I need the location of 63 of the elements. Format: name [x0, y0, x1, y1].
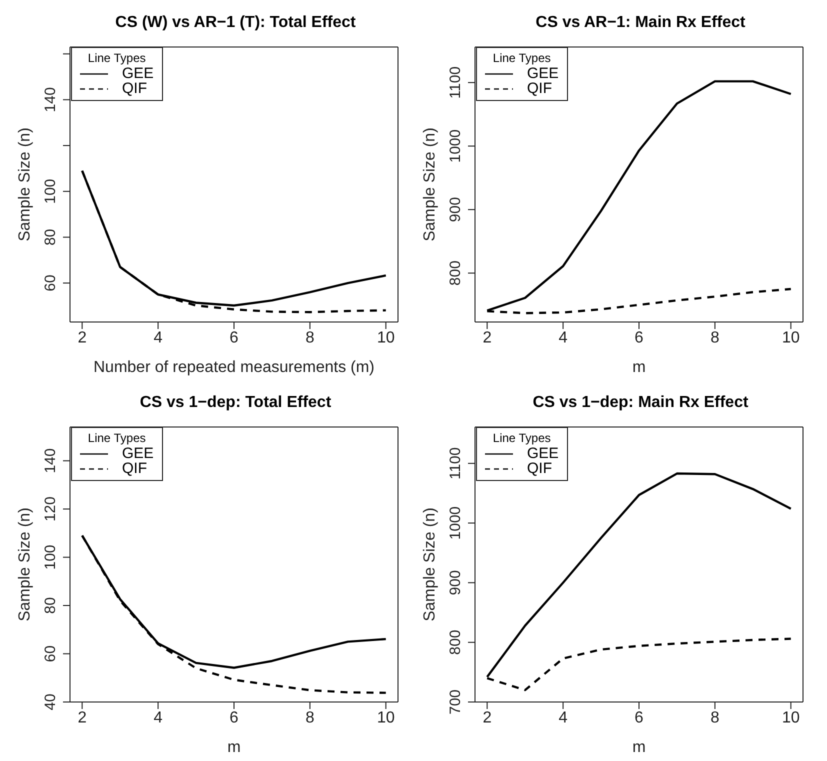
chart-title: CS vs AR−1: Main Rx Effect [534, 13, 746, 33]
y-tick-label: 100 [42, 178, 59, 204]
legend-label: GEE [527, 445, 559, 462]
y-tick-label: 60 [42, 274, 59, 292]
chart-title: CS vs 1−dep: Main Rx Effect [532, 393, 750, 413]
x-tick-label: 6 [634, 709, 644, 726]
y-tick-label: 1100 [447, 447, 464, 480]
x-tick-label: 10 [376, 709, 395, 726]
y-tick-label: 1100 [447, 66, 464, 99]
x-tick-label: 6 [230, 329, 239, 346]
y-tick-label: 60 [42, 645, 59, 662]
x-tick-label: 10 [782, 329, 800, 346]
legend-title: Line Types [492, 51, 552, 65]
x-axis-title: m [632, 739, 646, 756]
x-tick-label: 2 [482, 329, 492, 346]
legend-label: GEE [122, 65, 154, 82]
y-axis-title: Sample Size (n) [422, 508, 439, 622]
y-tick-label: 1000 [447, 506, 464, 540]
y-axis-title: Sample Size (n) [16, 508, 34, 622]
x-tick-label: 10 [782, 709, 800, 726]
y-tick-label: 120 [42, 496, 59, 522]
y-tick-label: 800 [447, 260, 464, 286]
chart-title: CS (W) vs AR−1 (T): Total Effect [114, 13, 357, 33]
x-axis-title: m [632, 359, 646, 376]
x-tick-label: 8 [305, 709, 314, 726]
x-tick-label: 4 [154, 709, 163, 726]
legend-label: GEE [122, 445, 154, 462]
y-tick-label: 1000 [447, 129, 464, 163]
y-tick-label: 900 [447, 197, 464, 222]
x-tick-label: 10 [376, 329, 395, 346]
legend-label: QIF [122, 460, 147, 477]
y-tick-label: 800 [447, 630, 464, 655]
x-tick-label: 2 [482, 709, 492, 726]
y-axis-title: Sample Size (n) [16, 128, 34, 242]
y-tick-label: 40 [42, 694, 59, 710]
x-tick-label: 2 [78, 329, 87, 346]
x-tick-label: 4 [558, 329, 568, 346]
y-tick-label: 700 [447, 689, 464, 715]
legend-label: GEE [527, 65, 559, 82]
legend-title: Line Types [86, 431, 147, 445]
x-axis-title: Number of repeated measurements (m) [94, 359, 374, 376]
x-tick-label: 4 [154, 329, 163, 346]
x-tick-label: 8 [710, 709, 720, 726]
legend-label: QIF [527, 460, 552, 477]
y-tick-label: 140 [42, 87, 59, 112]
x-tick-label: 6 [230, 709, 239, 726]
x-axis-title: m [227, 739, 241, 756]
legend-label: QIF [122, 80, 147, 97]
y-tick-label: 80 [42, 228, 59, 246]
x-tick-label: 8 [710, 329, 720, 346]
chart-title: CS vs 1−dep: Total Effect [138, 393, 332, 413]
x-tick-label: 4 [558, 709, 568, 726]
y-axis-title: Sample Size (n) [422, 128, 439, 242]
y-tick-label: 80 [42, 597, 59, 614]
x-tick-label: 6 [634, 329, 644, 346]
legend-label: QIF [527, 80, 552, 97]
y-tick-label: 140 [42, 448, 59, 474]
y-tick-label: 900 [447, 570, 464, 596]
x-tick-label: 8 [305, 329, 314, 346]
y-tick-label: 100 [42, 544, 59, 570]
x-tick-label: 2 [78, 709, 87, 726]
legend-title: Line Types [86, 51, 147, 65]
legend-title: Line Types [492, 431, 552, 445]
